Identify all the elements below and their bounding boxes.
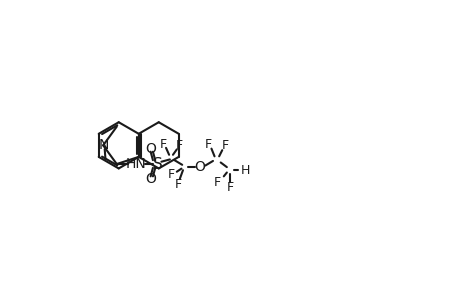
Text: F: F	[160, 137, 167, 151]
Text: HN: HN	[125, 157, 146, 171]
Text: O: O	[145, 142, 156, 156]
Text: H: H	[240, 164, 250, 177]
Text: F: F	[226, 181, 233, 194]
Text: F: F	[168, 167, 174, 181]
Text: F: F	[174, 178, 181, 190]
Text: S: S	[152, 157, 162, 172]
Text: F: F	[175, 139, 182, 152]
Text: F: F	[213, 176, 221, 189]
Text: O: O	[194, 160, 205, 174]
Text: F: F	[221, 139, 229, 152]
Text: N: N	[99, 138, 109, 152]
Text: O: O	[145, 172, 156, 186]
Text: F: F	[204, 137, 212, 151]
